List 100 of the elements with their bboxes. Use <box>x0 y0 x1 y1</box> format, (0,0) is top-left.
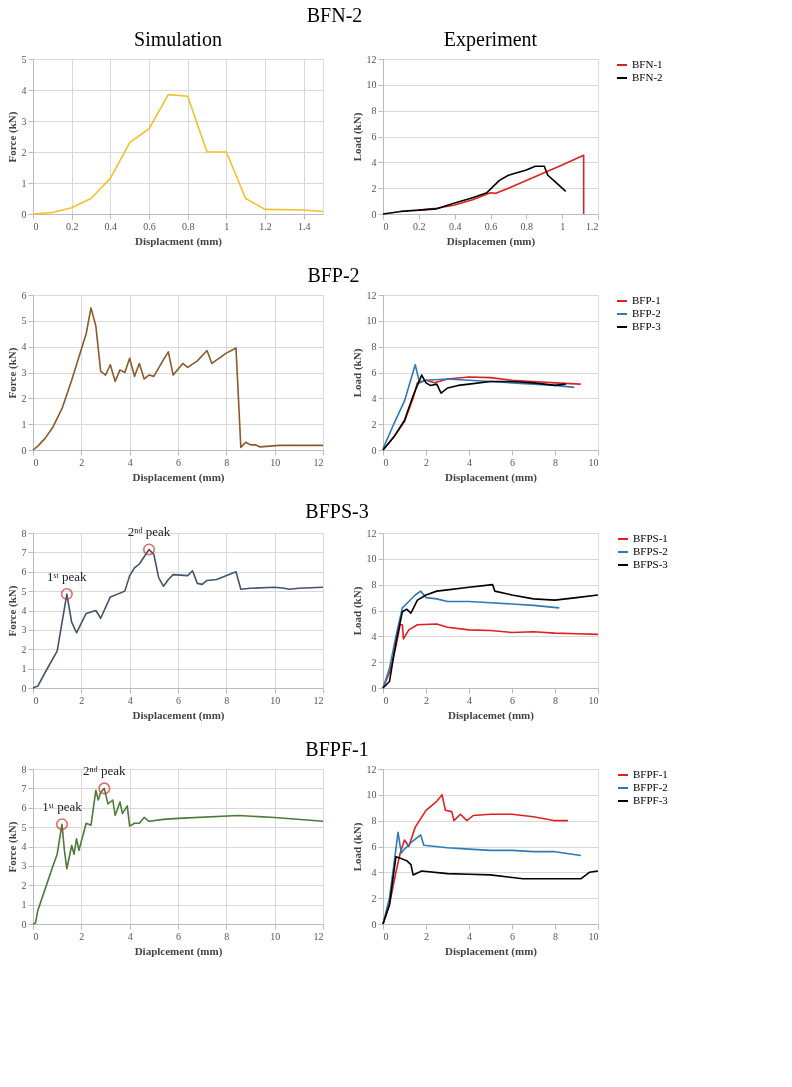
y-tick-label: 2 <box>21 879 27 891</box>
x-tick-label: 6 <box>176 456 181 468</box>
y-tick-label: 1 <box>21 418 27 430</box>
y-tick-label: 4 <box>371 392 377 404</box>
x-axis-title: Displacemet (mm) <box>448 708 535 722</box>
x-tick-label: 1.4 <box>297 220 311 232</box>
y-tick-label: 7 <box>21 546 27 558</box>
y-tick-label: 6 <box>371 131 377 142</box>
line-series <box>382 590 561 689</box>
y-tick-label: 10 <box>366 79 377 91</box>
x-tick-label: 0.4 <box>448 220 462 232</box>
y-tick-label: 5 <box>21 585 27 597</box>
chart-title: BFPF-1 <box>305 737 369 760</box>
line-series <box>382 165 567 215</box>
y-tick-label: 6 <box>21 802 27 814</box>
y-tick-label: 2 <box>371 656 377 668</box>
y-tick-label: 10 <box>366 315 377 327</box>
x-axis-title: Displacement (mm) <box>445 944 538 958</box>
y-tick-label: 3 <box>21 115 27 127</box>
y-tick-label: 2 <box>371 418 377 430</box>
y-tick-label: 2 <box>371 182 377 194</box>
y-tick-label: 12 <box>366 289 377 301</box>
y-tick-label: 6 <box>21 566 27 578</box>
x-tick-label: 1 <box>224 220 230 232</box>
y-tick-label: 4 <box>21 84 27 96</box>
x-tick-label: 0 <box>383 220 389 232</box>
y-tick-label: 2 <box>21 146 27 158</box>
y-tick-label: 8 <box>21 763 27 775</box>
x-axis-title: Displacement (mm) <box>132 470 225 484</box>
x-tick-label: 8 <box>553 456 558 468</box>
x-tick-label: 0.8 <box>181 220 195 232</box>
x-axis-title: Displacment (mm) <box>134 234 223 248</box>
x-tick-label: 6 <box>176 930 181 942</box>
y-tick-label: 6 <box>371 367 377 378</box>
y-axis-title: Force (kN) <box>5 585 19 637</box>
x-tick-label: 0 <box>383 694 389 706</box>
y-tick-label: 12 <box>366 763 377 775</box>
y-tick-label: 0 <box>371 682 377 694</box>
x-tick-label: 4 <box>467 694 472 706</box>
x-tick-label: 0 <box>383 456 389 468</box>
y-tick-label: 2 <box>371 892 377 904</box>
y-tick-label: 6 <box>371 841 377 852</box>
text: Simulation <box>134 28 222 50</box>
annotation: 1ˢᵗ peak <box>47 569 88 585</box>
legend-label: BFP-1 <box>632 294 661 306</box>
y-tick-label: 0 <box>21 208 27 220</box>
y-tick-label: 8 <box>371 341 377 353</box>
x-tick-label: 4 <box>467 456 472 468</box>
x-tick-label: 8 <box>553 694 558 706</box>
annotation: 1ˢᵗ peak <box>42 799 83 815</box>
text: Experiment <box>443 28 538 51</box>
y-tick-label: 0 <box>371 444 377 456</box>
x-tick-label: 0.6 <box>484 220 498 232</box>
y-tick-label: 3 <box>21 367 27 378</box>
y-tick-label: 12 <box>366 527 377 539</box>
y-tick-label: 4 <box>21 341 27 353</box>
x-tick-label: 0 <box>33 220 39 232</box>
x-tick-label: 6 <box>176 694 181 706</box>
x-tick-label: 12 <box>313 930 324 942</box>
y-tick-label: 3 <box>21 624 27 636</box>
y-tick-label: 8 <box>371 815 377 827</box>
x-tick-label: 0.2 <box>65 220 79 232</box>
y-axis-title: Force (kN) <box>5 347 19 399</box>
y-tick-label: 4 <box>21 605 27 616</box>
x-tick-label: 12 <box>313 456 324 468</box>
y-tick-label: 5 <box>21 821 27 833</box>
y-axis-title: Force (kN) <box>5 111 19 163</box>
y-tick-label: 12 <box>366 53 377 65</box>
x-axis-title: Displacement (mm) <box>445 470 538 484</box>
x-tick-label: 6 <box>510 930 515 942</box>
x-tick-label: 6 <box>510 456 515 468</box>
y-tick-label: 0 <box>21 918 27 930</box>
x-tick-label: 1 <box>560 220 566 232</box>
legend-label: BFPF-2 <box>633 781 668 793</box>
x-tick-label: 8 <box>224 930 230 942</box>
x-tick-label: 10 <box>588 930 599 942</box>
x-tick-label: 4 <box>467 930 472 942</box>
y-tick-label: 4 <box>371 156 377 168</box>
x-tick-label: 0 <box>33 694 39 706</box>
x-tick-label: 4 <box>127 456 133 468</box>
y-tick-label: 4 <box>21 841 27 852</box>
y-tick-label: 8 <box>371 105 377 117</box>
legend-label: BFPS-3 <box>633 558 669 570</box>
x-tick-label: 8 <box>224 694 230 706</box>
x-tick-label: 1.2 <box>586 220 599 232</box>
x-tick-label: 0.8 <box>520 220 534 232</box>
y-tick-label: 8 <box>371 579 377 591</box>
x-tick-label: 10 <box>270 930 281 942</box>
x-tick-label: 0.4 <box>104 220 118 232</box>
legend-label: BFP-3 <box>632 320 662 332</box>
x-tick-label: 2 <box>79 930 85 942</box>
x-tick-label: 4 <box>127 694 133 706</box>
x-tick-label: 0.2 <box>413 220 426 232</box>
y-tick-label: 0 <box>371 208 377 220</box>
y-tick-label: 10 <box>366 789 377 801</box>
y-tick-label: 8 <box>21 527 27 539</box>
y-tick-label: 5 <box>21 315 27 327</box>
x-tick-label: 2 <box>424 930 429 942</box>
legend-label: BFPF-1 <box>633 768 668 780</box>
x-tick-label: 10 <box>270 456 281 468</box>
